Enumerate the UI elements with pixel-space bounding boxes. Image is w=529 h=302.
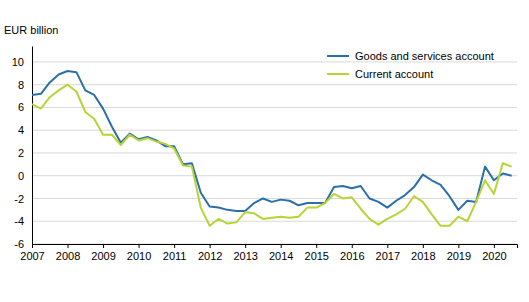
series-line: [32, 71, 512, 211]
x-axis-line: [33, 245, 518, 249]
x-tick-label: 2017: [376, 250, 400, 262]
legend-swatch: [327, 73, 349, 75]
y-axis: -6 -4 -2 0 2 4 6 8 10: [12, 47, 33, 251]
x-tick: 2020: [482, 244, 506, 262]
x-tick-mark: [316, 244, 317, 248]
x-tick-mark: [68, 244, 69, 248]
x-tick: 2013: [233, 244, 257, 262]
y-tick: 2: [18, 147, 32, 159]
grid-line: [32, 198, 517, 199]
x-tick-label: 2008: [56, 250, 80, 262]
x-tick-mark: [458, 244, 459, 248]
y-tick-label: 4: [18, 124, 24, 136]
legend: Goods and services account Current accoun…: [327, 50, 494, 80]
x-tick: 2017: [376, 244, 400, 262]
x-tick-mark: [139, 244, 140, 248]
x-tick-label: 2009: [91, 250, 115, 262]
y-tick: -4: [14, 215, 32, 227]
x-tick-mark: [387, 244, 388, 248]
x-tick-label: 2011: [163, 250, 187, 262]
grid-line: [32, 175, 517, 176]
y-axis-line: [32, 47, 33, 245]
x-tick-label: 2020: [482, 250, 506, 262]
grid-line: [32, 130, 517, 131]
lines: [32, 71, 512, 226]
y-tick: 8: [18, 79, 32, 91]
x-tick-label: 2015: [305, 250, 329, 262]
y-tick-label: 8: [18, 79, 24, 91]
series-line: [32, 85, 512, 226]
x-tick: 2019: [447, 244, 471, 262]
x-tick: 2016: [340, 244, 364, 262]
x-tick-label: 2018: [411, 250, 435, 262]
x-tick-label: 2012: [198, 250, 222, 262]
grid-line: [32, 221, 517, 222]
y-tick-label: -4: [14, 215, 24, 227]
x-tick: 2015: [305, 244, 329, 262]
legend-label: Current account: [355, 68, 433, 80]
y-tick: 10: [12, 56, 32, 68]
y-tick-label: -6: [14, 238, 24, 250]
y-tick-label: 6: [18, 101, 24, 113]
grid: [32, 62, 517, 244]
x-tick-label: 2007: [20, 250, 44, 262]
x-tick-mark: [352, 244, 353, 248]
x-tick-mark: [103, 244, 104, 248]
x-tick-label: 2019: [447, 250, 471, 262]
y-tick-label: 2: [18, 147, 24, 159]
x-tick-label: 2016: [340, 250, 364, 262]
y-tick-label: 0: [18, 170, 24, 182]
y-tick: 0: [18, 170, 32, 182]
x-tick-label: 2014: [269, 250, 293, 262]
chart: -6 -4 -2 0 2 4 6 8 10 2007 2008 2009 2010 2011 2012 201…: [0, 0, 529, 302]
y-tick: 6: [18, 101, 32, 113]
grid-line: [32, 152, 517, 153]
x-tick: 2010: [127, 244, 151, 262]
x-tick: 2018: [411, 244, 435, 262]
grid-line: [32, 84, 517, 85]
x-tick-mark: [210, 244, 211, 248]
y-tick-label: 10: [12, 56, 24, 68]
y-tick: -2: [14, 193, 32, 205]
y-tick-label: -2: [14, 193, 24, 205]
x-tick-label: 2010: [127, 250, 151, 262]
x-tick: 2007: [20, 244, 44, 262]
x-tick: 2011: [163, 244, 187, 262]
y-tick: -6: [14, 238, 32, 250]
y-tick: 4: [18, 124, 32, 136]
x-axis: 2007 2008 2009 2010 2011 2012 2013 2014 2015 2016…: [20, 244, 517, 262]
legend-label: Goods and services account: [355, 50, 494, 62]
x-tick-mark: [281, 244, 282, 248]
x-tick: 2012: [198, 244, 222, 262]
y-axis-title: EUR billion: [4, 24, 58, 36]
x-tick: 2009: [91, 244, 115, 262]
x-tick: 2014: [269, 244, 293, 262]
x-tick-mark: [245, 244, 246, 248]
x-tick-mark: [174, 244, 175, 248]
x-tick-mark: [32, 244, 33, 248]
plot: -6 -4 -2 0 2 4 6 8 10 2007 2008 2009 2010 2011 2012 201…: [12, 47, 518, 262]
legend-swatch: [327, 55, 349, 57]
x-tick-mark: [494, 244, 495, 248]
x-tick-mark: [423, 244, 424, 248]
x-tick: 2008: [56, 244, 80, 262]
grid-line: [32, 107, 517, 108]
x-tick-label: 2013: [233, 250, 257, 262]
